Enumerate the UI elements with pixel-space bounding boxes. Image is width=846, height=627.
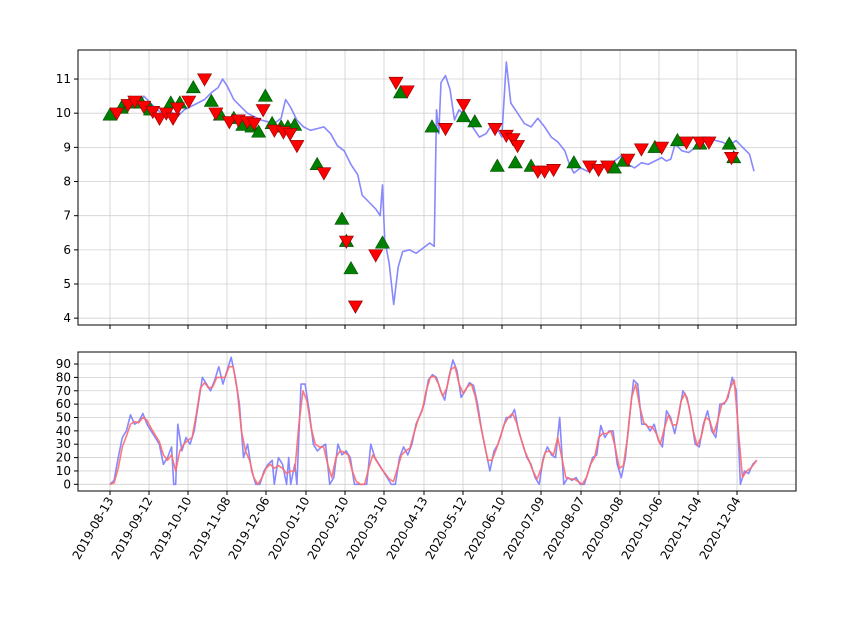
- sell-marker: [316, 167, 332, 181]
- sell-marker: [510, 140, 526, 154]
- sell-marker: [181, 95, 197, 109]
- sell-marker: [537, 165, 553, 179]
- series-line-2: [109, 365, 758, 486]
- y-tick-label: 80: [56, 370, 71, 384]
- buy-marker: [467, 114, 483, 128]
- sell-marker: [145, 105, 161, 120]
- sell-marker: [255, 104, 271, 118]
- y-tick-label: 11: [56, 72, 71, 86]
- buy-marker: [343, 261, 359, 275]
- x-tick-label: 2020-07-09: [501, 495, 548, 562]
- sell-marker: [654, 141, 670, 155]
- sell-marker: [221, 116, 237, 130]
- sell-marker: [591, 164, 607, 178]
- x-tick-label: 2020-03-10: [344, 495, 391, 562]
- sell-marker: [197, 73, 213, 87]
- sell-marker: [152, 112, 168, 126]
- buy-marker: [309, 156, 325, 170]
- sell-marker: [620, 153, 636, 167]
- x-tick-label: 2020-12-04: [697, 495, 744, 562]
- y-tick-label: 7: [63, 209, 71, 223]
- sell-marker: [246, 117, 262, 132]
- y-tick-label: 40: [56, 424, 71, 438]
- y-tick-label: 8: [63, 175, 71, 189]
- x-tick-label: 2019-12-06: [226, 495, 273, 562]
- y-tick-label: 6: [63, 243, 71, 257]
- y-tick-label: 0: [63, 477, 71, 491]
- y-tick-label: 9: [63, 140, 71, 154]
- axes-frame: [77, 351, 797, 492]
- sell-marker: [347, 300, 363, 314]
- buy-marker: [257, 88, 273, 102]
- y-tick-label: 70: [56, 384, 71, 398]
- y-tick-label: 60: [56, 397, 71, 411]
- sell-marker: [437, 123, 454, 137]
- buy-marker: [489, 158, 505, 172]
- sell-marker: [109, 107, 125, 121]
- sell-marker: [208, 107, 224, 121]
- y-tick-label: 50: [56, 410, 71, 424]
- y-tick-label: 20: [56, 451, 71, 465]
- sell-marker: [388, 76, 404, 91]
- price-panel: 4 5 6 7 8 9 10 11: [56, 49, 797, 329]
- buy-marker: [185, 79, 201, 94]
- series-line-1: [109, 61, 755, 306]
- x-axis-date-labels: 2019-08-132019-09-122019-10-102019-11-08…: [70, 495, 744, 562]
- buy-marker: [721, 136, 737, 150]
- sell-marker: [165, 112, 181, 126]
- sell-marker: [633, 143, 649, 157]
- buy-marker: [334, 211, 350, 225]
- sell-marker: [505, 133, 521, 147]
- sell-marker: [678, 136, 694, 150]
- buy-marker: [374, 235, 390, 249]
- sell-marker: [399, 85, 415, 99]
- y-tick-label: 4: [63, 311, 71, 325]
- sell-marker: [456, 99, 472, 113]
- buy-marker: [424, 119, 440, 133]
- y-tick-label: 30: [56, 437, 71, 451]
- sell-marker: [282, 128, 298, 142]
- buy-marker: [251, 124, 267, 138]
- sell-marker: [338, 235, 354, 249]
- y-tick-label: 90: [56, 357, 71, 371]
- sell-marker: [600, 160, 616, 174]
- sell-marker: [170, 102, 186, 116]
- y-tick-label: 10: [56, 106, 71, 120]
- sell-marker: [487, 123, 503, 137]
- buy-marker: [203, 93, 219, 107]
- buy-marker: [507, 155, 523, 169]
- buy-marker: [456, 109, 472, 123]
- sell-marker: [289, 140, 305, 154]
- sell-marker: [723, 152, 739, 166]
- sell-marker: [701, 136, 717, 150]
- buy-marker: [566, 155, 582, 169]
- axes-frame: [77, 49, 797, 326]
- y-tick-label: 5: [63, 277, 71, 291]
- sell-marker: [368, 249, 384, 263]
- sell-marker: [546, 164, 562, 178]
- y-tick-label: 10: [56, 464, 71, 478]
